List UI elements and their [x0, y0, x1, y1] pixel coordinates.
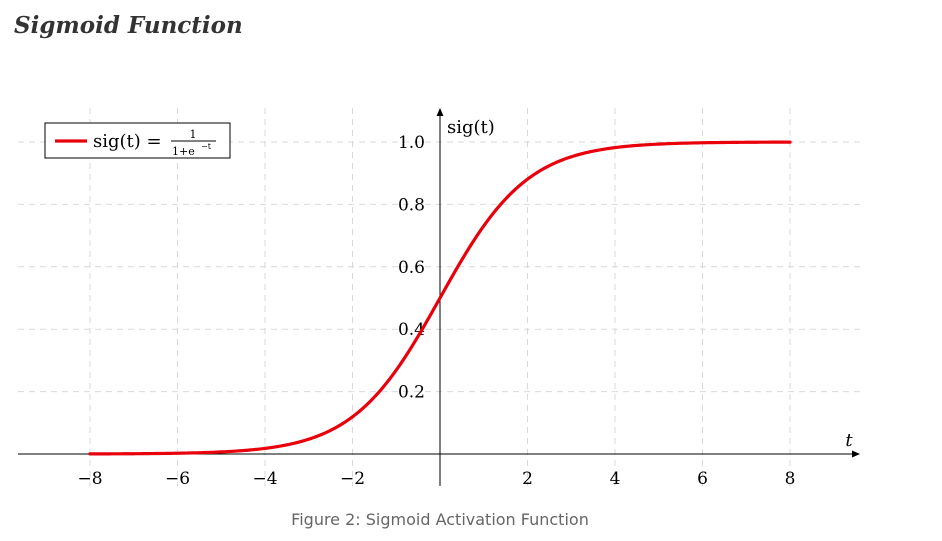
x-tick-label: 4 [610, 469, 621, 489]
legend-lhs: sig(t) = [93, 131, 162, 152]
x-tick-label: −2 [340, 469, 365, 489]
y-axis-arrow-icon [436, 108, 444, 116]
x-tick-label: 6 [697, 469, 708, 489]
page-title: Sigmoid Function [14, 12, 243, 39]
legend: sig(t) = 1 1+e −t [44, 122, 231, 159]
y-axis-label: sig(t) [447, 117, 495, 138]
y-tick-label: 1.0 [398, 133, 425, 153]
x-tick-label: 8 [785, 469, 796, 489]
y-tick-label: 0.2 [398, 383, 425, 403]
x-tick-label: 2 [522, 469, 533, 489]
tick-labels: −8 −6 −4 −2 2 4 6 80.20.40.60.81.0 [77, 133, 795, 489]
x-axis-label: t [845, 430, 853, 451]
grid [18, 108, 860, 486]
x-tick-label: −4 [252, 469, 277, 489]
legend-exponent: −t [201, 142, 212, 151]
legend-denominator: 1+e [172, 145, 195, 158]
figure-caption: Figure 2: Sigmoid Activation Function [291, 510, 589, 529]
x-tick-label: −6 [165, 469, 190, 489]
y-tick-label: 0.6 [398, 258, 425, 278]
x-axis-arrow-icon [852, 450, 860, 458]
sigmoid-curve [88, 140, 792, 456]
y-tick-label: 0.8 [398, 195, 425, 215]
legend-numerator: 1 [190, 128, 197, 141]
x-tick-label: −8 [77, 469, 102, 489]
